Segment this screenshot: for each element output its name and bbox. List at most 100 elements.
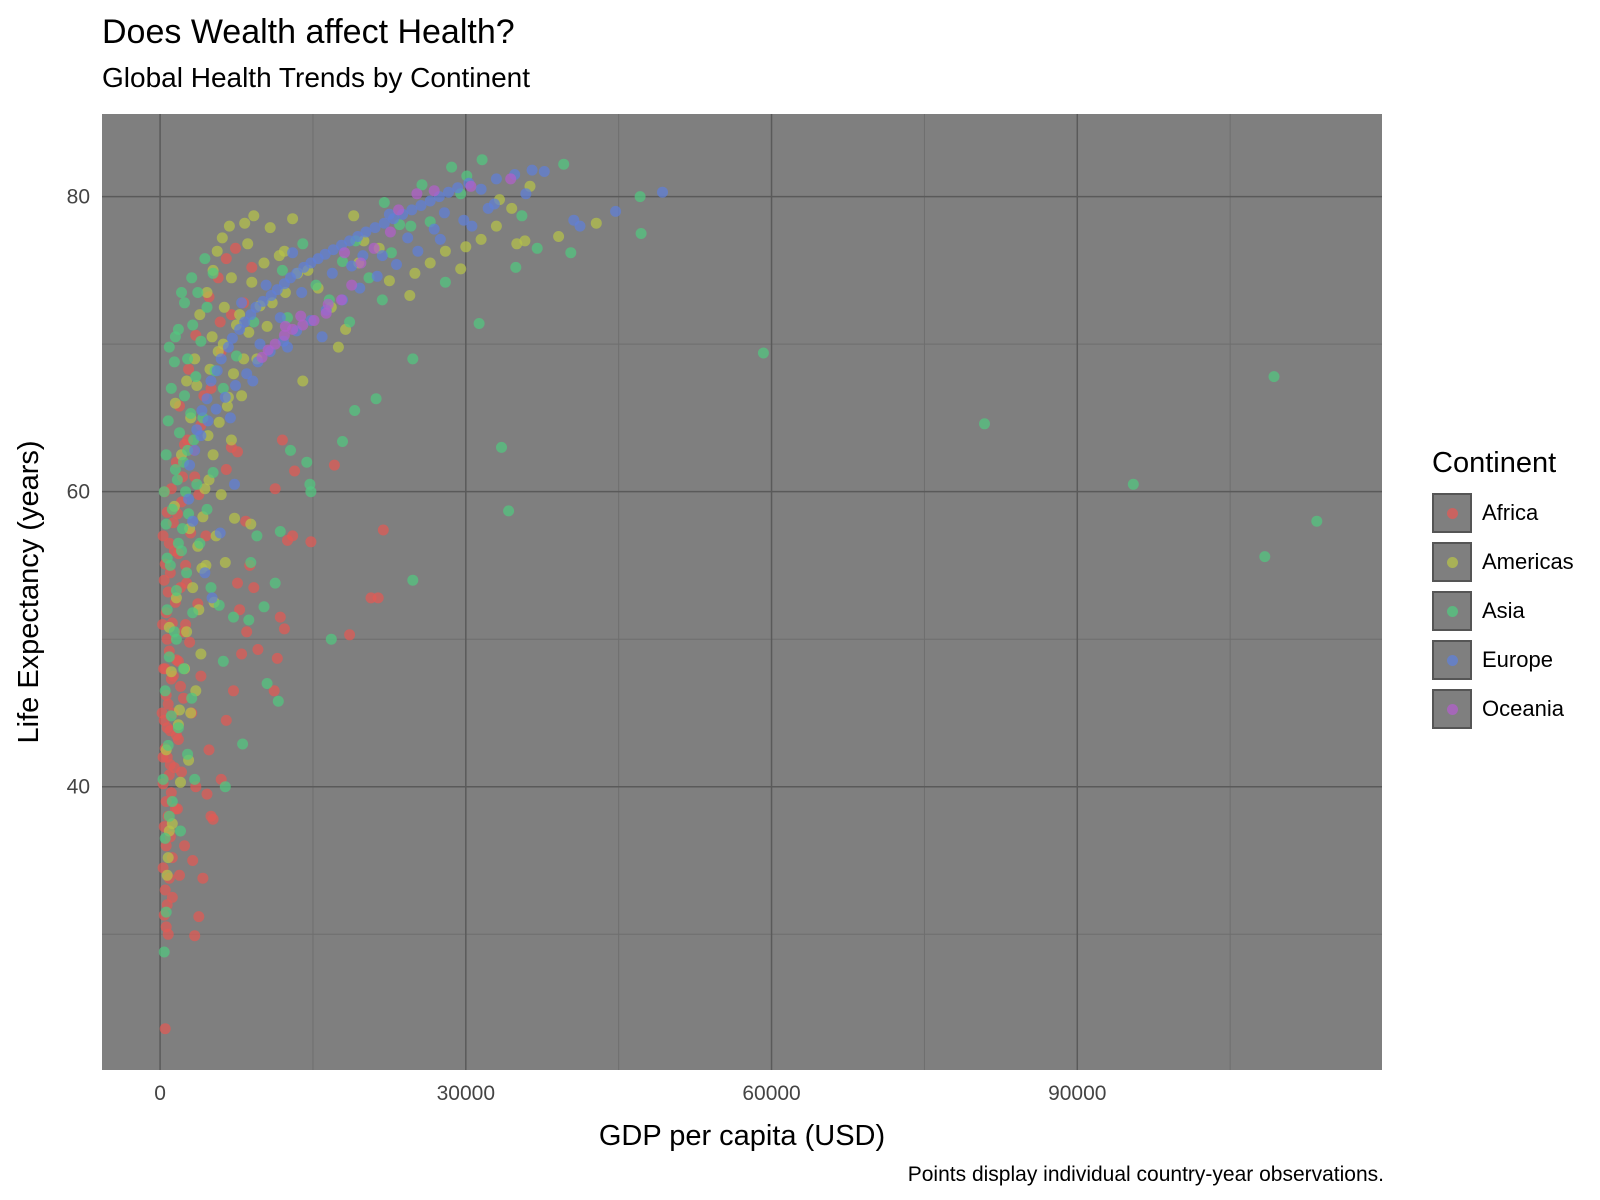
data-point-asia	[219, 781, 231, 793]
data-point-asia	[473, 318, 485, 329]
data-point-oceania	[295, 310, 307, 322]
data-point-africa	[344, 629, 356, 641]
data-point-asia	[205, 582, 217, 594]
data-point-americas	[215, 489, 227, 501]
chart-title: Does Wealth affect Health?	[102, 13, 515, 51]
legend-key	[1432, 492, 1472, 533]
data-point-asia	[363, 272, 375, 284]
data-point-europe	[219, 391, 231, 403]
data-point-europe	[319, 248, 331, 260]
data-point-americas	[261, 320, 273, 332]
data-point-asia	[172, 722, 184, 734]
data-point-asia	[385, 247, 397, 259]
legend-label: Asia	[1482, 597, 1525, 623]
data-point-asia	[201, 301, 213, 313]
legend-item-europe: Europe	[1432, 635, 1592, 684]
data-point-asia	[174, 427, 185, 439]
data-point-asia	[274, 526, 286, 537]
data-point-americas	[246, 276, 258, 288]
data-point-europe	[247, 375, 259, 387]
legend-dot-americas	[1447, 556, 1458, 568]
data-point-africa	[158, 574, 170, 586]
data-point-asia	[407, 353, 419, 365]
data-point-oceania	[320, 307, 332, 319]
data-point-americas	[506, 202, 518, 214]
data-point-europe	[352, 231, 364, 242]
minor-gridlines	[102, 114, 1382, 1070]
legend-dot-europe	[1447, 654, 1458, 666]
legend-dot-africa	[1447, 507, 1458, 519]
data-point-asia	[165, 382, 177, 394]
data-point-africa	[268, 685, 280, 697]
data-point-asia	[166, 503, 178, 515]
data-point-africa	[214, 316, 226, 328]
data-point-asia	[344, 316, 356, 328]
data-point-asia	[476, 154, 488, 166]
data-point-americas	[228, 368, 239, 380]
data-point-asia	[272, 695, 284, 707]
data-point-americas	[169, 397, 181, 409]
data-point-africa	[289, 465, 301, 477]
data-point-africa	[220, 464, 232, 475]
data-point-europe	[412, 245, 424, 257]
data-point-americas	[187, 582, 199, 594]
data-point-asia	[185, 408, 197, 419]
legend-title: Continent	[1432, 447, 1557, 479]
data-point-africa	[377, 524, 389, 536]
data-point-asia	[158, 946, 170, 958]
legend-label: Oceania	[1482, 695, 1564, 721]
data-point-africa	[232, 577, 243, 589]
data-point-asia	[160, 906, 172, 918]
data-point-asia	[169, 464, 181, 475]
data-point-europe	[520, 188, 532, 200]
data-point-asia	[195, 335, 207, 347]
data-point-americas	[242, 238, 254, 250]
data-point-europe	[383, 208, 395, 220]
data-point-europe	[406, 204, 418, 216]
data-point-europe	[428, 223, 440, 235]
legend-item-oceania: Oceania	[1432, 684, 1592, 733]
data-point-asia	[182, 748, 194, 760]
data-point-europe	[189, 444, 201, 456]
data-point-asia	[1268, 371, 1280, 383]
data-point-asia	[192, 287, 204, 298]
data-point-americas	[199, 483, 211, 495]
data-point-asia	[181, 567, 193, 579]
data-point-africa	[197, 872, 209, 884]
data-point-asia	[531, 242, 543, 254]
x-axis-label: GDP per capita (USD)	[599, 1120, 885, 1152]
data-point-europe	[488, 198, 500, 210]
data-point-europe	[287, 247, 299, 259]
data-point-americas	[223, 220, 235, 232]
data-point-africa	[174, 869, 185, 881]
data-point-asia	[558, 158, 570, 170]
data-point-americas	[475, 233, 487, 245]
legend-label: Americas	[1482, 548, 1574, 574]
data-point-americas	[174, 704, 185, 716]
y-tick-label: 60	[67, 481, 90, 504]
data-point-europe	[229, 478, 240, 490]
data-point-africa	[187, 855, 199, 866]
data-point-africa	[161, 722, 173, 734]
data-point-europe	[224, 412, 236, 424]
data-point-africa	[305, 536, 317, 548]
data-point-europe	[201, 393, 213, 405]
data-point-oceania	[256, 351, 268, 363]
data-point-asia	[635, 228, 647, 239]
data-point-asia	[217, 655, 229, 667]
data-point-oceania	[279, 320, 291, 332]
data-point-americas	[221, 400, 233, 412]
data-point-americas	[219, 557, 231, 568]
data-point-africa	[220, 714, 232, 726]
data-point-asia	[251, 530, 263, 542]
data-point-asia	[162, 415, 174, 427]
data-point-asia	[337, 436, 348, 447]
data-point-africa	[236, 648, 248, 660]
chart-subtitle: Global Health Trends by Continent	[102, 62, 531, 93]
data-point-asia	[1259, 551, 1271, 563]
data-point-americas	[194, 309, 206, 321]
data-point-europe	[610, 205, 622, 217]
data-point-asia	[179, 390, 190, 402]
data-point-africa	[287, 530, 299, 542]
data-point-asia	[634, 191, 646, 203]
